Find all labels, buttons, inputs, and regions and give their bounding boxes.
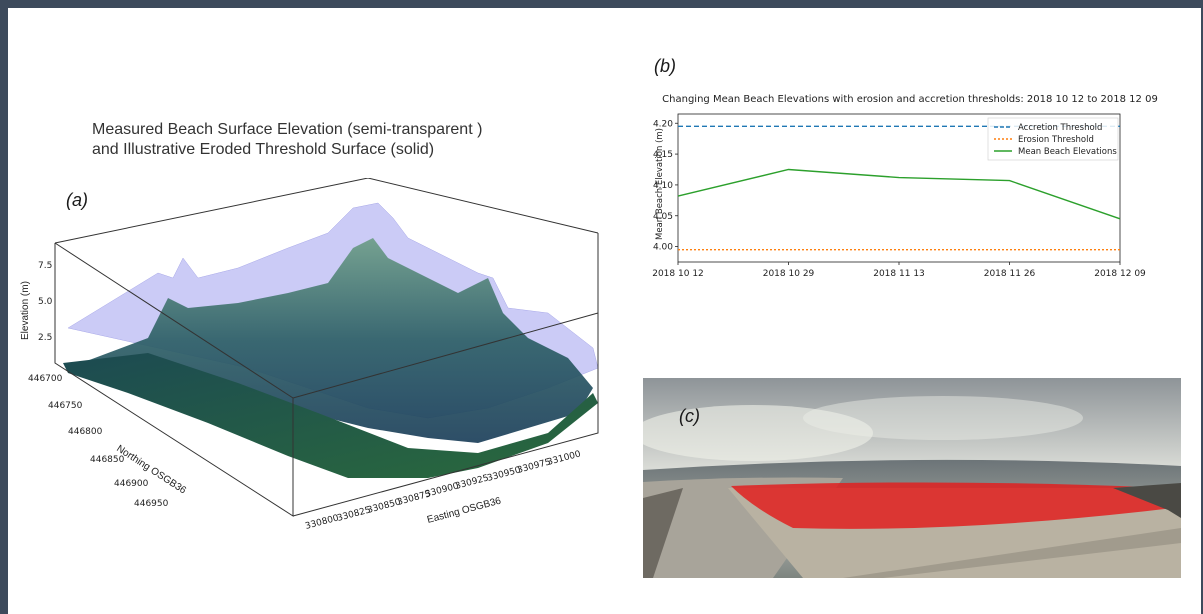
panel-label-c: (c)	[679, 406, 700, 426]
legend-label: Erosion Threshold	[1018, 135, 1094, 145]
legend-label: Mean Beach Elevations	[1018, 147, 1117, 157]
easting-axis-label: Easting OSGB36	[426, 495, 503, 525]
base-surface	[63, 353, 598, 478]
easting-tick: 330925	[454, 473, 490, 492]
z-tick: 5.0	[38, 297, 53, 307]
x-ticks: 2018 10 12 2018 10 29 2018 11 13 2018 11 26…	[652, 262, 1146, 279]
northing-tick: 446850	[90, 455, 125, 465]
y-tick-label: 4.20	[653, 119, 673, 129]
y-tick-label: 4.05	[653, 212, 673, 222]
eroded-surface	[68, 238, 593, 443]
surface-plot-title: Measured Beach Surface Elevation (semi-t…	[92, 120, 612, 160]
box-front-right	[292, 233, 599, 517]
walkway	[843, 528, 1181, 578]
legend: Accretion Threshold Erosion Threshold Mean…	[987, 117, 1119, 161]
northing-tick: 446800	[68, 427, 103, 437]
z-axis-label: Elevation (m)	[20, 281, 31, 340]
y-tick-label: 4.15	[653, 150, 673, 160]
northing-tick: 446900	[114, 479, 149, 489]
figure-frame: Measured Beach Surface Elevation (semi-t…	[8, 8, 1201, 614]
z-tick: 2.5	[38, 333, 52, 343]
y-tick-label: 4.00	[653, 243, 673, 253]
northing-tick: 446750	[48, 401, 83, 411]
x-tick-label: 2018 12 09	[1094, 269, 1146, 279]
promenade-shadow	[643, 488, 683, 578]
line-chart: Changing Mean Beach Elevations with eros…	[652, 94, 1158, 279]
box-top-front	[292, 312, 599, 399]
legend-label: Accretion Threshold	[1018, 123, 1102, 133]
z-axis: 7.5 5.0 2.5 Elevation (m)	[20, 261, 53, 343]
legend-box	[987, 117, 1119, 161]
surface-plot-title-line1: Measured Beach Surface Elevation (semi-t…	[92, 121, 483, 138]
northing-tick: 446950	[134, 499, 169, 509]
x-tick-label: 2018 11 13	[873, 269, 925, 279]
y-ticks: 4.00 4.05 4.10 4.15 4.20	[653, 119, 678, 253]
chart-title: Changing Mean Beach Elevations with eros…	[662, 94, 1158, 105]
z-tick: 7.5	[38, 261, 52, 271]
northing-tick: 446700	[28, 374, 63, 384]
box-back-edge	[54, 178, 599, 244]
rock-groyne	[1113, 483, 1181, 518]
panel-label-a: (a)	[66, 190, 88, 210]
x-tick-label: 2018 11 26	[984, 269, 1036, 279]
y-axis-label: Mean Beach Elevation (m)	[655, 128, 665, 240]
x-tick-label: 2018 10 29	[763, 269, 815, 279]
easting-tick: 331000	[546, 449, 582, 468]
series-line-2	[677, 168, 1121, 220]
cloud	[803, 396, 1083, 440]
surface-plot-title-line2: and Illustrative Eroded Threshold Surfac…	[92, 141, 435, 158]
x-tick-label: 2018 10 12	[652, 269, 704, 279]
y-tick-label: 4.10	[653, 181, 673, 191]
beach-photo: (c)	[643, 378, 1181, 578]
panel-label-b: (b)	[654, 56, 676, 76]
cloud	[643, 405, 873, 461]
erosion-overlay	[731, 482, 1173, 529]
easting-tick: 330800	[304, 513, 340, 532]
surface-plot: 7.5 5.0 2.5 Elevation (m) 446700 446750 …	[20, 178, 599, 532]
